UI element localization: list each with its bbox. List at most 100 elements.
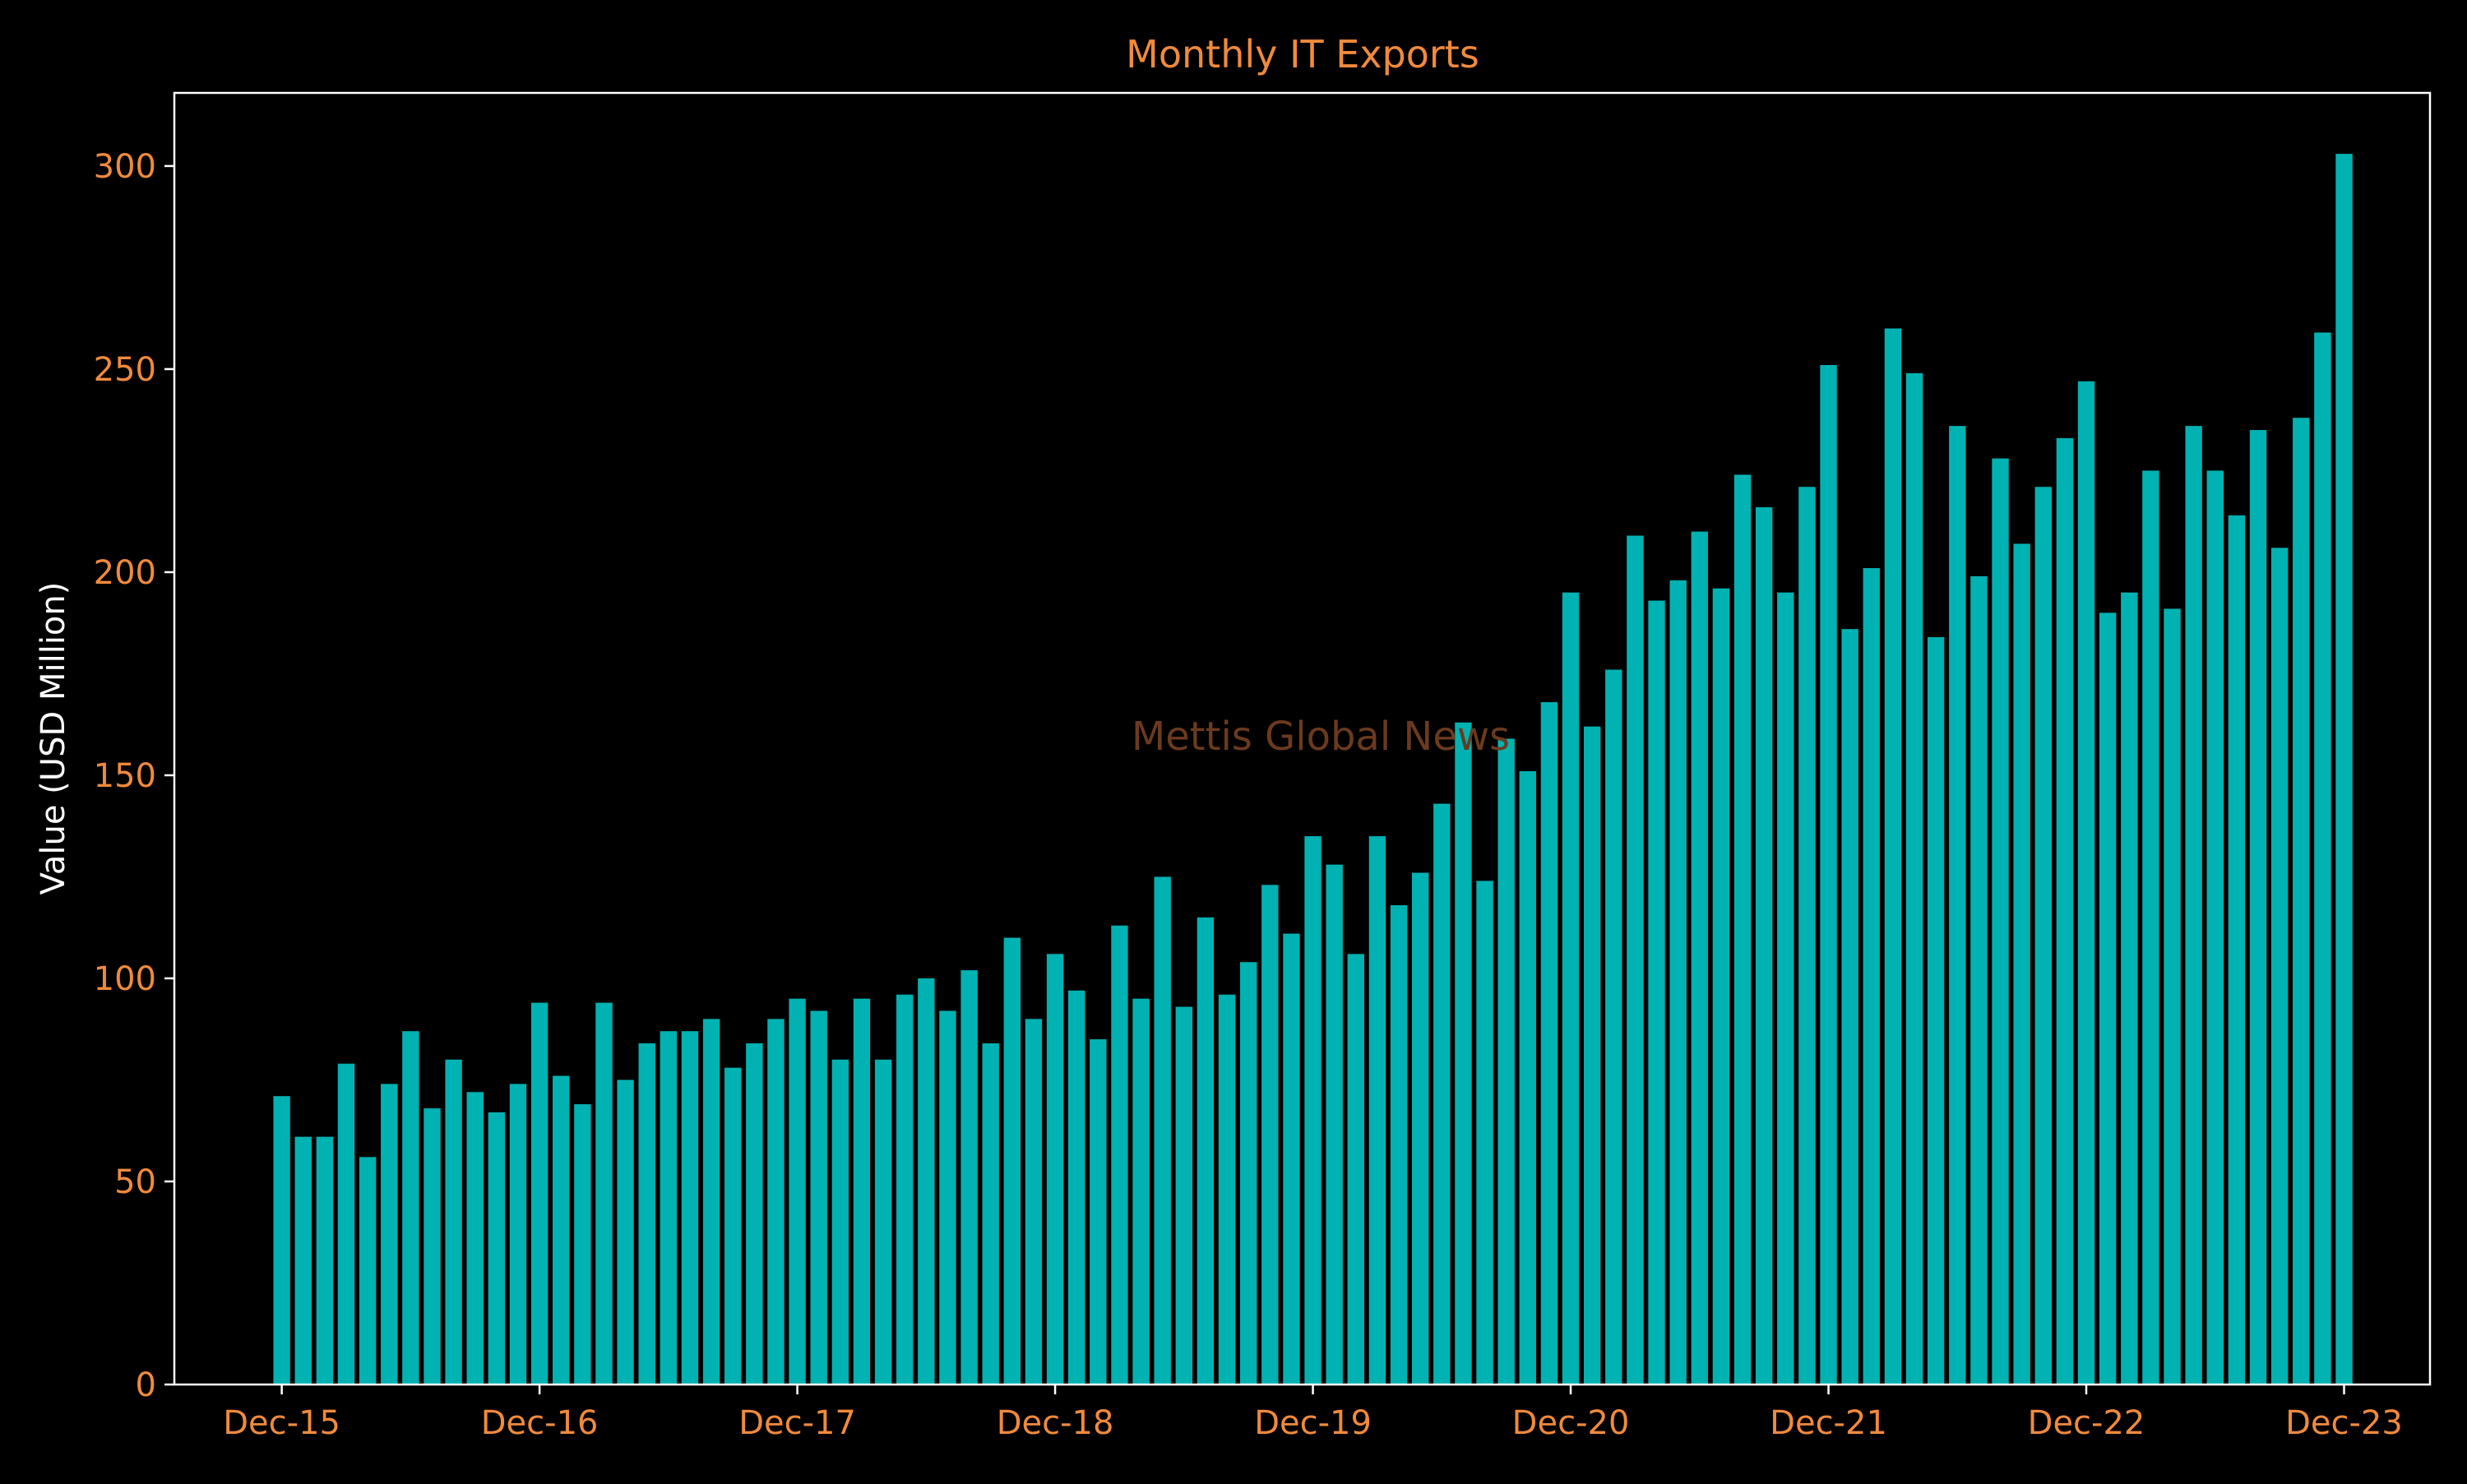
bar-Oct-19 bbox=[1261, 885, 1279, 1385]
bar-Mar-21 bbox=[1627, 535, 1644, 1385]
bar-Dec-19 bbox=[1304, 836, 1321, 1385]
bar-Mar-17 bbox=[595, 1002, 613, 1385]
bar-Sep-20 bbox=[1497, 738, 1515, 1385]
bar-Feb-17 bbox=[574, 1104, 591, 1385]
bar-Feb-22 bbox=[1863, 568, 1880, 1385]
bar-May-20 bbox=[1411, 872, 1429, 1385]
bar-Oct-17 bbox=[746, 1043, 763, 1385]
bar-Jun-21 bbox=[1691, 531, 1708, 1385]
bar-Apr-21 bbox=[1648, 600, 1665, 1385]
bar-May-18 bbox=[896, 994, 914, 1385]
bar-Dec-21 bbox=[1820, 365, 1837, 1385]
plot-frame bbox=[173, 91, 2432, 1386]
bar-May-22 bbox=[1927, 636, 1945, 1385]
x-tick-label-Dec-17: Dec-17 bbox=[738, 1404, 856, 1442]
bar-Dec-16 bbox=[530, 1002, 548, 1385]
bar-Sep-18 bbox=[982, 1043, 999, 1385]
bar-Jan-23 bbox=[2099, 613, 2117, 1385]
bar-Feb-20 bbox=[1347, 954, 1364, 1385]
bar-Sep-23 bbox=[2270, 548, 2289, 1385]
bar-Oct-20 bbox=[1519, 771, 1536, 1385]
bar-Jan-22 bbox=[1841, 629, 1858, 1385]
bar-Jun-17 bbox=[660, 1031, 678, 1385]
bar-Jul-17 bbox=[681, 1031, 699, 1385]
bar-Feb-16 bbox=[316, 1136, 334, 1385]
x-tick-label-Dec-20: Dec-20 bbox=[1512, 1404, 1630, 1442]
bar-Dec-20 bbox=[1562, 592, 1580, 1385]
bar-Nov-23 bbox=[2314, 332, 2331, 1385]
bar-Dec-22 bbox=[2077, 381, 2095, 1385]
bar-Jan-21 bbox=[1583, 726, 1601, 1385]
bar-Jan-19 bbox=[1068, 990, 1085, 1385]
y-tick-label-300: 300 bbox=[94, 148, 156, 186]
bar-Apr-19 bbox=[1132, 998, 1150, 1385]
bar-Oct-22 bbox=[2034, 487, 2052, 1385]
bar-Apr-18 bbox=[874, 1059, 892, 1385]
bar-Mar-23 bbox=[2142, 470, 2159, 1385]
bar-Jul-16 bbox=[424, 1108, 441, 1385]
y-tick-label-250: 250 bbox=[94, 351, 156, 389]
x-tick-label-Dec-16: Dec-16 bbox=[481, 1404, 599, 1442]
y-tick-label-0: 0 bbox=[136, 1366, 156, 1404]
bar-Dec-18 bbox=[1046, 954, 1064, 1385]
bar-Sep-19 bbox=[1240, 962, 1257, 1385]
x-axis-ticks: Dec-15 Dec-16 Dec-17 Dec-18 Dec-19 Dec-20 Dec-… bbox=[223, 1385, 2403, 1442]
bar-Nov-19 bbox=[1283, 933, 1300, 1385]
bar-Jun-20 bbox=[1433, 803, 1451, 1385]
bar-Jan-18 bbox=[810, 1010, 827, 1385]
bar-May-23 bbox=[2185, 426, 2202, 1385]
y-axis-label: Value (USD Million) bbox=[35, 582, 72, 895]
bar-Jun-18 bbox=[918, 978, 935, 1385]
bar-Feb-23 bbox=[2121, 592, 2138, 1385]
bar-Jun-19 bbox=[1175, 1006, 1193, 1385]
bar-Jul-19 bbox=[1196, 917, 1215, 1385]
bar-May-21 bbox=[1669, 580, 1687, 1385]
bar-Apr-22 bbox=[1905, 372, 1923, 1385]
bar-Dec-15 bbox=[273, 1096, 290, 1385]
bar-Apr-23 bbox=[2164, 608, 2181, 1385]
bar-Sep-22 bbox=[2013, 543, 2030, 1385]
bar-Aug-22 bbox=[1992, 458, 2009, 1385]
y-tick-label-150: 150 bbox=[94, 757, 156, 795]
watermark-text: Mettis Global News bbox=[1132, 714, 1510, 760]
bar-Aug-17 bbox=[702, 1019, 720, 1385]
bar-Jan-20 bbox=[1326, 864, 1343, 1385]
bar-Mar-16 bbox=[337, 1063, 355, 1385]
x-tick-label-Dec-15: Dec-15 bbox=[223, 1404, 340, 1442]
bar-Jul-21 bbox=[1712, 588, 1730, 1385]
bar-Apr-17 bbox=[617, 1079, 634, 1385]
bar-Mar-20 bbox=[1368, 836, 1386, 1385]
bar-Nov-17 bbox=[767, 1019, 785, 1385]
bar-Jun-22 bbox=[1949, 426, 1966, 1385]
bar-Sep-17 bbox=[724, 1067, 742, 1385]
bar-Apr-16 bbox=[359, 1157, 377, 1385]
bar-Nov-16 bbox=[509, 1084, 527, 1385]
bar-Apr-20 bbox=[1390, 905, 1408, 1385]
x-tick-label-Dec-18: Dec-18 bbox=[997, 1404, 1114, 1442]
bar-Oct-23 bbox=[2293, 418, 2310, 1385]
bar-Aug-21 bbox=[1733, 474, 1752, 1385]
bar-Jun-16 bbox=[402, 1031, 419, 1385]
x-tick-label-Dec-19: Dec-19 bbox=[1254, 1404, 1372, 1442]
x-tick-label-Dec-23: Dec-23 bbox=[2285, 1404, 2403, 1442]
bar-Aug-19 bbox=[1218, 994, 1236, 1385]
bar-Oct-18 bbox=[1003, 937, 1021, 1385]
bar-Sep-21 bbox=[1755, 506, 1773, 1385]
bar-Feb-21 bbox=[1605, 669, 1622, 1385]
x-tick-label-Dec-22: Dec-22 bbox=[2028, 1404, 2145, 1442]
x-tick-label-Dec-21: Dec-21 bbox=[1770, 1404, 1887, 1442]
bar-Feb-18 bbox=[831, 1059, 849, 1385]
bar-Feb-19 bbox=[1090, 1039, 1107, 1385]
bar-Jan-17 bbox=[553, 1075, 570, 1385]
bar-Aug-16 bbox=[445, 1059, 462, 1385]
bar-Jul-18 bbox=[939, 1010, 956, 1385]
bars-layer bbox=[273, 154, 2353, 1385]
bar-Nov-20 bbox=[1540, 702, 1558, 1385]
chart-title: Monthly IT Exports bbox=[1126, 32, 1479, 76]
y-tick-label-50: 50 bbox=[114, 1163, 156, 1201]
bar-Nov-21 bbox=[1798, 487, 1816, 1385]
bar-Dec-17 bbox=[789, 998, 806, 1385]
y-axis-ticks: 0 50 100 150 200 250 300 bbox=[94, 148, 174, 1404]
bar-Mar-19 bbox=[1111, 925, 1128, 1385]
